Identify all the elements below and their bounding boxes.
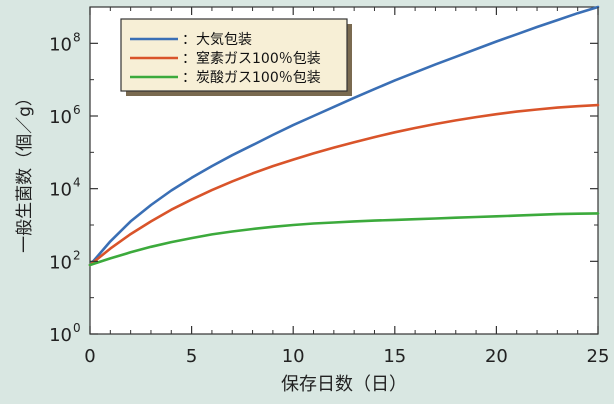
y-tick-label: 10: [49, 252, 72, 273]
legend-label-1: ：大気包装: [182, 32, 252, 48]
legend-box: [120, 18, 348, 92]
legend-label-2: ：窒素ガス100％包装: [182, 50, 321, 67]
series-line-3: [88, 212, 600, 267]
y-tick-label: 10: [49, 107, 72, 128]
legend-label-3: ：炭酸ガス100％包装: [182, 70, 321, 86]
y-axis-title: 一般生菌数（個／g）: [15, 89, 35, 253]
series-line-1: [88, 5, 600, 267]
y-tick-label: 10: [49, 325, 72, 346]
y-tick-exponent: 8: [73, 30, 81, 44]
x-tick-label: 0: [84, 346, 95, 367]
x-tick-label: 10: [282, 346, 305, 367]
x-tick-label: 25: [587, 346, 610, 367]
x-tick-label: 5: [186, 346, 197, 367]
series-line-2: [88, 103, 600, 267]
x-tick-label: 20: [485, 346, 508, 367]
y-tick-exponent: 4: [73, 176, 81, 190]
y-tick-label: 10: [49, 34, 72, 55]
legend-items: ：大気包装 ：窒素ガス100％包装 ：炭酸ガス100％包装: [130, 32, 321, 86]
y-tick-exponent: 0: [73, 321, 81, 335]
x-tick-label: 15: [383, 346, 406, 367]
y-tick-exponent: 6: [73, 103, 81, 117]
x-axis-title: 保存日数（日）: [281, 374, 407, 395]
y-tick-exponent: 2: [73, 248, 81, 262]
legend: ：大気包装 ：窒素ガス100％包装 ：炭酸ガス100％包装: [120, 18, 352, 96]
y-tick-label: 10: [49, 180, 72, 201]
series-group: [88, 5, 600, 267]
